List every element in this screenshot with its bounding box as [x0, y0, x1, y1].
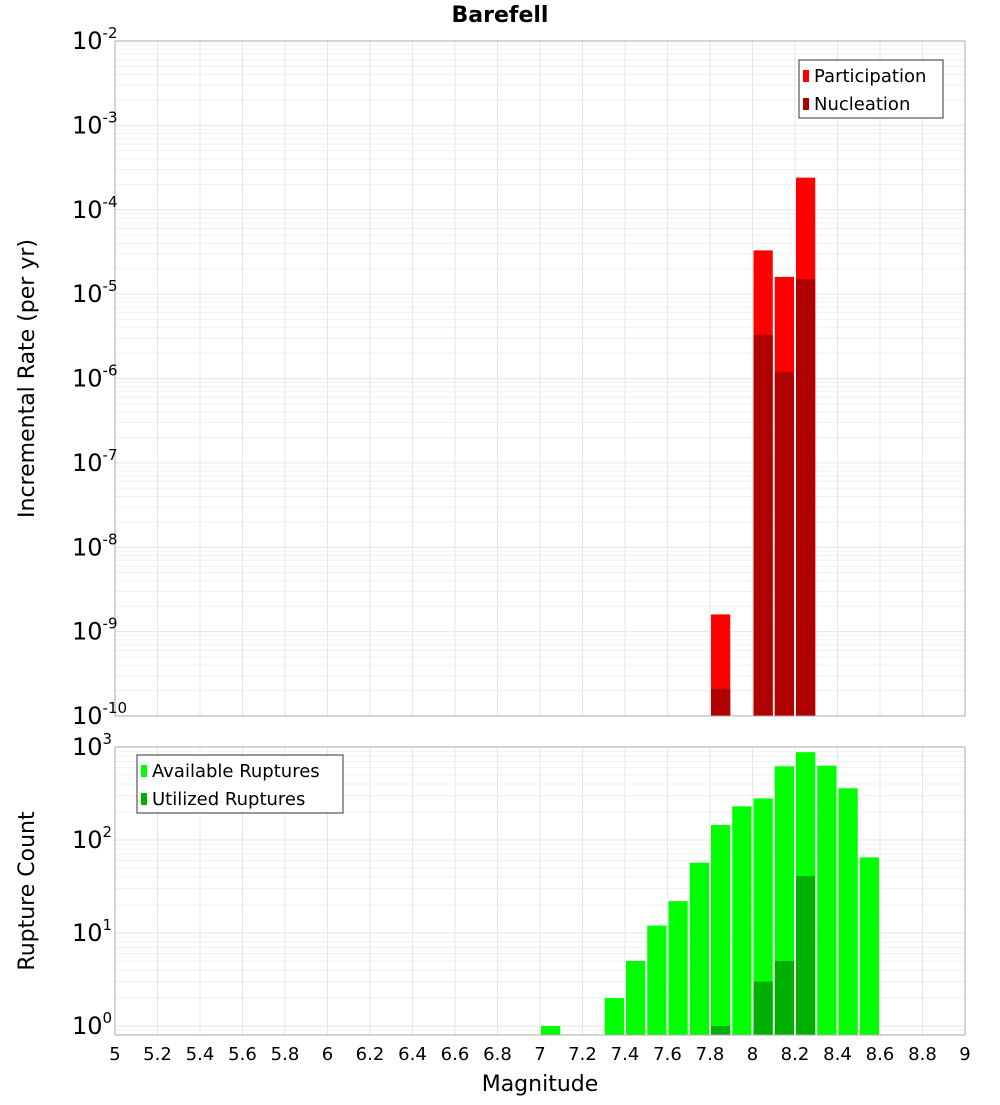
x-tick-label: 5.6	[228, 1044, 257, 1065]
count-legend-label: Utilized Ruptures	[152, 789, 305, 810]
count-bar-utilized-ruptures	[774, 960, 794, 1035]
x-tick-label: 7.2	[568, 1044, 597, 1065]
rate-bar-nucleation	[711, 688, 731, 716]
rate-ytick-label: 10-4	[72, 193, 118, 224]
x-tick-label: 8.8	[908, 1044, 937, 1065]
chart-title: Barefell	[452, 3, 549, 28]
count-ytick-label: 103	[72, 730, 112, 761]
count-y-axis-label: Rupture Count	[15, 811, 40, 971]
x-tick-label: 7.6	[653, 1044, 682, 1065]
count-bar-available-ruptures	[838, 788, 858, 1035]
x-tick-label: 5.4	[186, 1044, 215, 1065]
count-bar-available-ruptures	[859, 857, 879, 1035]
rate-bar-nucleation	[796, 279, 816, 716]
x-tick-label: 7.8	[696, 1044, 725, 1065]
count-bar-available-ruptures	[753, 798, 773, 1035]
x-tick-label: 8.2	[781, 1044, 810, 1065]
x-tick-label: 6	[322, 1044, 333, 1065]
x-tick-label: 6.2	[356, 1044, 385, 1065]
x-tick-label: 8.4	[823, 1044, 852, 1065]
count-bar-available-ruptures	[541, 1025, 561, 1035]
count-ytick-label: 100	[72, 1009, 112, 1040]
count-bar-available-ruptures	[732, 806, 752, 1035]
rate-legend-label: Participation	[814, 66, 926, 87]
x-tick-label: 5	[109, 1044, 120, 1065]
count-bar-utilized-ruptures	[796, 876, 816, 1035]
count-bar-available-ruptures	[711, 824, 731, 1035]
rate-ytick-label: 10-8	[72, 530, 118, 561]
x-tick-label: 6.6	[441, 1044, 470, 1065]
x-tick-label: 7	[534, 1044, 545, 1065]
count-ytick-label: 102	[72, 823, 112, 854]
count-bar-available-ruptures	[668, 901, 688, 1035]
count-bar-available-ruptures	[647, 925, 667, 1035]
rate-legend-label: Nucleation	[814, 94, 910, 115]
x-tick-label: 7.4	[611, 1044, 640, 1065]
count-bar-available-ruptures	[817, 765, 837, 1035]
count-legend	[136, 754, 344, 814]
rate-legend-swatch	[803, 70, 809, 82]
x-axis-label: Magnitude	[482, 1072, 599, 1097]
rate-ytick-label: 10-10	[72, 699, 127, 730]
rate-ytick-label: 10-3	[72, 108, 118, 139]
x-tick-label: 5.8	[271, 1044, 300, 1065]
x-tick-label: 6.4	[398, 1044, 427, 1065]
count-plot-frame	[114, 746, 966, 1036]
x-tick-label: 5.2	[143, 1044, 172, 1065]
count-legend-label: Available Ruptures	[152, 761, 320, 782]
count-legend-swatch	[141, 793, 147, 805]
rate-legend	[798, 59, 944, 119]
x-tick-label: 9	[959, 1044, 970, 1065]
rate-legend-swatch	[803, 98, 809, 110]
count-bar-available-ruptures	[689, 862, 709, 1035]
rate-ytick-label: 10-5	[72, 277, 118, 308]
count-bar-utilized-ruptures	[711, 1025, 731, 1035]
rate-plot-frame	[114, 40, 966, 717]
rate-bar-nucleation	[753, 334, 773, 716]
rate-ytick-label: 10-9	[72, 615, 118, 646]
rate-bar-nucleation	[774, 371, 794, 716]
count-bar-available-ruptures	[604, 997, 624, 1035]
count-ytick-label: 101	[72, 916, 112, 947]
x-tick-label: 8.6	[866, 1044, 895, 1065]
count-legend-swatch	[141, 765, 147, 777]
rate-ytick-label: 10-7	[72, 446, 118, 477]
x-tick-label: 6.8	[483, 1044, 512, 1065]
rate-ytick-label: 10-2	[72, 24, 118, 55]
rate-y-axis-label: Incremental Rate (per yr)	[15, 239, 40, 518]
count-bar-utilized-ruptures	[753, 981, 773, 1035]
count-bar-available-ruptures	[626, 960, 646, 1035]
x-tick-label: 8	[747, 1044, 758, 1065]
rate-ytick-label: 10-6	[72, 362, 118, 393]
